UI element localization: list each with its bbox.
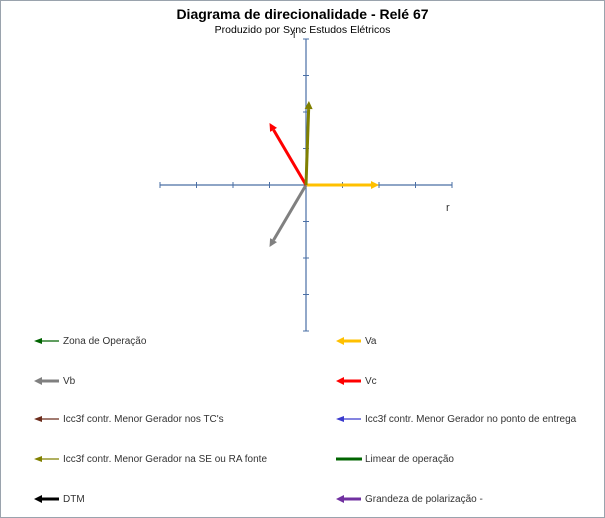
legend-label: Vb <box>63 375 76 387</box>
legend-label: Vc <box>365 375 377 387</box>
legend-swatch <box>34 377 59 385</box>
legend-label: Va <box>365 335 377 347</box>
legend-swatch <box>34 495 59 503</box>
legend-item: Grandeza de polarização - <box>335 492 483 506</box>
legend-item: Zona de Operação <box>33 334 146 348</box>
legend-label: Zona de Operação <box>63 335 147 347</box>
chart-title: Diagrama de direcionalidade - Relé 67 <box>176 6 429 22</box>
legend-item: Icc3f contr. Menor Gerador na SE ou RA f… <box>33 452 267 466</box>
legend-swatch <box>336 416 361 422</box>
legend-item: Icc3f contr. Menor Gerador nos TC's <box>33 412 224 426</box>
legend-label: Grandeza de polarização - <box>365 493 483 505</box>
legend-label: Limear de operação <box>365 453 454 465</box>
legend-item: Icc3f contr. Menor Gerador no ponto de e… <box>335 412 576 426</box>
legend-item: DTM <box>33 492 85 506</box>
x-axis-label: r <box>446 202 450 214</box>
legend-swatch <box>336 337 361 345</box>
legend-swatch <box>34 456 59 462</box>
legend-item: Va <box>335 334 377 348</box>
vectors <box>269 101 379 248</box>
legend-swatch <box>336 377 361 385</box>
legend-item: Vb <box>33 374 75 388</box>
legend-item: Limear de operação <box>335 452 454 466</box>
vector-va <box>306 181 379 189</box>
legend-label: Icc3f contr. Menor Gerador nos TC's <box>63 413 224 425</box>
vector-icc3f-contr-menor-gerador-na-se-ou-ra-fonte <box>304 101 313 186</box>
legend-label: Icc3f contr. Menor Gerador no ponto de e… <box>365 413 577 425</box>
y-axis-label: i <box>293 29 295 41</box>
legend-label: DTM <box>63 493 85 505</box>
legend-item: Vc <box>335 374 377 388</box>
legend-swatch <box>34 338 59 344</box>
chart-subtitle: Produzido por Sync Estudos Elétricos <box>214 24 391 36</box>
legend-swatch <box>336 457 362 461</box>
vector-vc <box>269 122 308 186</box>
legend-swatch <box>34 416 59 422</box>
legend-swatch <box>336 495 361 503</box>
legend-label: Icc3f contr. Menor Gerador na SE ou RA f… <box>63 453 267 465</box>
vector-vb <box>269 184 308 248</box>
